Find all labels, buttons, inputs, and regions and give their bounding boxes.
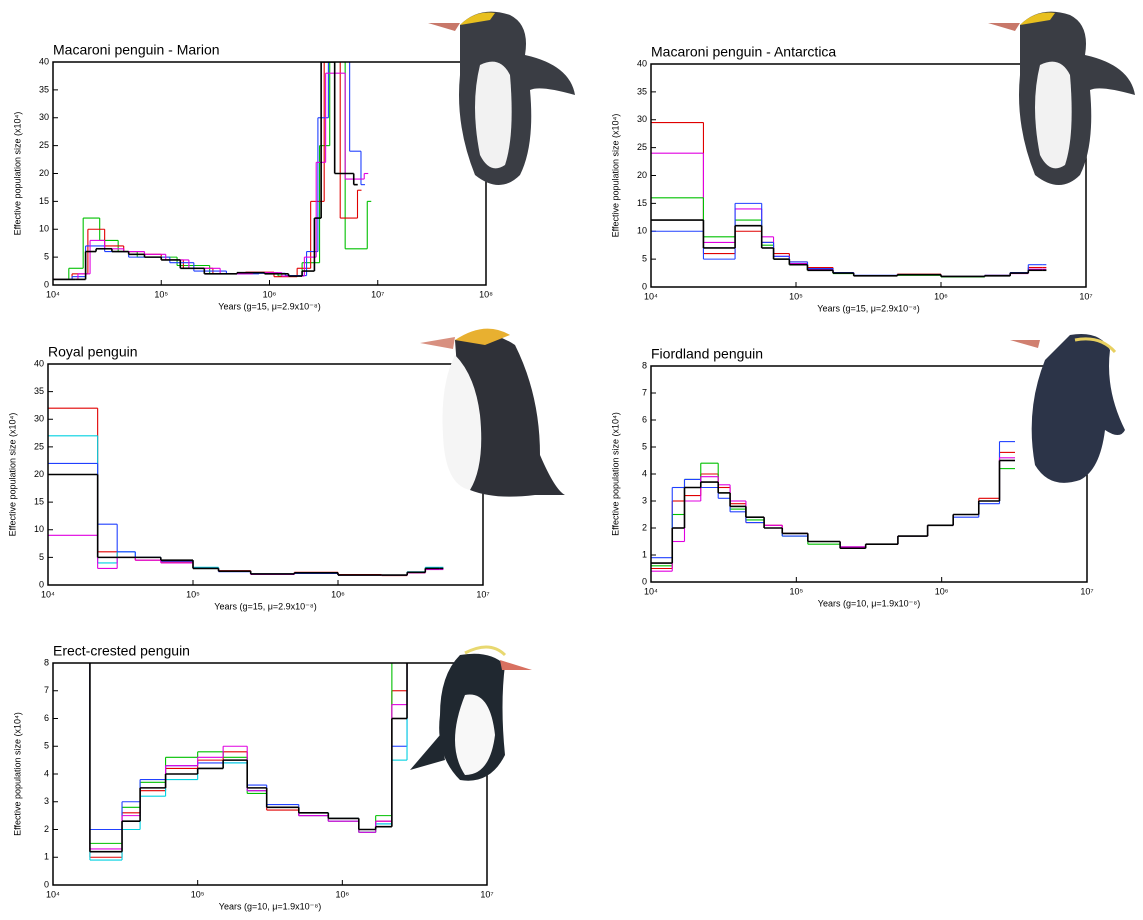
y-tick-label: 20 bbox=[637, 170, 647, 180]
x-tick-label: 10⁵ bbox=[191, 889, 205, 899]
y-tick-label: 10 bbox=[34, 524, 44, 534]
y-tick-label: 0 bbox=[44, 279, 49, 289]
y-tick-label: 0 bbox=[44, 879, 49, 889]
x-tick-label: 10⁴ bbox=[644, 586, 658, 596]
y-tick-label: 8 bbox=[642, 360, 647, 370]
y-tick-label: 0 bbox=[642, 281, 647, 291]
y-tick-label: 7 bbox=[44, 685, 49, 695]
y-axis-label: Effective population size (x10⁴) bbox=[610, 412, 620, 536]
plot-area bbox=[83, 552, 411, 860]
x-axis-label: Years (g=15, μ=2.9x10⁻⁸) bbox=[817, 303, 919, 313]
x-tick-label: 10⁵ bbox=[789, 586, 803, 596]
y-tick-label: 6 bbox=[44, 713, 49, 723]
y-tick-label: 20 bbox=[34, 469, 44, 479]
y-axis-label: Effective population size (x10⁴) bbox=[7, 413, 17, 537]
y-tick-label: 3 bbox=[642, 495, 647, 505]
penguin-illustration bbox=[988, 12, 1135, 185]
y-tick-label: 5 bbox=[44, 252, 49, 262]
x-tick-label: 10⁶ bbox=[263, 289, 277, 299]
chart-title: Erect-crested penguin bbox=[53, 643, 190, 659]
y-tick-label: 4 bbox=[642, 468, 647, 478]
y-tick-label: 15 bbox=[637, 198, 647, 208]
y-tick-label: 20 bbox=[39, 168, 49, 178]
y-tick-label: 10 bbox=[637, 226, 647, 236]
y-tick-label: 5 bbox=[642, 254, 647, 264]
x-tick-label: 10⁷ bbox=[371, 289, 384, 299]
chart-panel: Royal penguin Years (g=15, μ=2.9x10⁻⁸) Eff… bbox=[7, 344, 489, 612]
x-tick-label: 10⁶ bbox=[935, 586, 949, 596]
y-tick-label: 30 bbox=[34, 414, 44, 424]
y-tick-label: 6 bbox=[642, 414, 647, 424]
y-tick-label: 2 bbox=[44, 824, 49, 834]
y-tick-label: 40 bbox=[637, 58, 647, 68]
y-tick-label: 30 bbox=[39, 112, 49, 122]
x-tick-label: 10⁷ bbox=[1079, 291, 1092, 301]
x-tick-label: 10⁴ bbox=[46, 889, 60, 899]
x-tick-label: 10⁸ bbox=[479, 289, 493, 299]
penguin-illustration bbox=[410, 647, 532, 781]
x-axis-label: Years (g=15, μ=2.9x10⁻⁸) bbox=[214, 601, 316, 611]
chart-panel: Fiordland penguin Years (g=10, μ=1.9x10⁻⁸… bbox=[610, 346, 1093, 609]
chart-panel: Macaroni penguin - Marion Years (g=15, μ=… bbox=[12, 42, 493, 312]
y-tick-label: 0 bbox=[39, 579, 44, 589]
y-axis-label: Effective population size (x10⁴) bbox=[12, 112, 22, 236]
plot-area bbox=[651, 442, 1015, 572]
x-axis-label: Years (g=10, μ=1.9x10⁻⁸) bbox=[818, 598, 920, 608]
plot-area bbox=[48, 408, 443, 575]
y-tick-label: 1 bbox=[642, 549, 647, 559]
penguin-illustration bbox=[1010, 334, 1125, 483]
x-tick-label: 10⁴ bbox=[644, 291, 658, 301]
chart-title: Macaroni penguin - Antarctica bbox=[651, 44, 836, 60]
x-tick-label: 10⁶ bbox=[331, 589, 345, 599]
chart-title: Fiordland penguin bbox=[651, 346, 763, 362]
y-tick-label: 15 bbox=[39, 196, 49, 206]
y-tick-label: 5 bbox=[642, 441, 647, 451]
figure: Macaroni penguin - Marion Years (g=15, μ=… bbox=[0, 0, 1143, 920]
y-tick-label: 25 bbox=[34, 441, 44, 451]
penguin-illustrations bbox=[410, 12, 1135, 781]
chart-title: Royal penguin bbox=[48, 344, 138, 360]
penguin-illustration bbox=[428, 12, 575, 185]
x-tick-label: 10⁴ bbox=[46, 289, 60, 299]
y-tick-label: 8 bbox=[44, 657, 49, 667]
y-tick-label: 15 bbox=[34, 497, 44, 507]
y-tick-label: 3 bbox=[44, 796, 49, 806]
y-tick-label: 2 bbox=[642, 522, 647, 532]
penguin-illustration bbox=[420, 329, 565, 497]
y-tick-label: 25 bbox=[39, 140, 49, 150]
x-axis-label: Years (g=10, μ=1.9x10⁻⁸) bbox=[219, 901, 321, 911]
y-axis-label: Effective population size (x10⁴) bbox=[12, 712, 22, 836]
x-tick-label: 10⁷ bbox=[476, 589, 489, 599]
y-tick-label: 10 bbox=[39, 224, 49, 234]
x-tick-label: 10⁵ bbox=[789, 291, 803, 301]
y-axis-label: Effective population size (x10⁴) bbox=[610, 114, 620, 238]
x-tick-label: 10⁵ bbox=[154, 289, 168, 299]
y-tick-label: 7 bbox=[642, 387, 647, 397]
x-axis-label: Years (g=15, μ=2.9x10⁻⁸) bbox=[218, 301, 320, 311]
y-tick-label: 25 bbox=[637, 142, 647, 152]
y-tick-label: 35 bbox=[39, 84, 49, 94]
y-tick-label: 1 bbox=[44, 852, 49, 862]
y-tick-label: 40 bbox=[39, 56, 49, 66]
x-tick-label: 10⁵ bbox=[186, 589, 200, 599]
x-tick-label: 10⁶ bbox=[934, 291, 948, 301]
x-tick-label: 10⁶ bbox=[335, 889, 349, 899]
y-tick-label: 5 bbox=[44, 741, 49, 751]
y-tick-label: 35 bbox=[637, 86, 647, 96]
chart-title: Macaroni penguin - Marion bbox=[53, 42, 220, 58]
y-tick-label: 40 bbox=[34, 358, 44, 368]
y-tick-label: 4 bbox=[44, 768, 49, 778]
plot-area bbox=[53, 62, 371, 279]
x-tick-label: 10⁴ bbox=[41, 589, 55, 599]
plot-area bbox=[651, 123, 1046, 277]
y-tick-label: 35 bbox=[34, 386, 44, 396]
x-tick-label: 10⁷ bbox=[480, 889, 493, 899]
y-tick-label: 30 bbox=[637, 114, 647, 124]
x-tick-label: 10⁷ bbox=[1080, 586, 1093, 596]
y-tick-label: 0 bbox=[642, 576, 647, 586]
y-tick-label: 5 bbox=[39, 552, 44, 562]
